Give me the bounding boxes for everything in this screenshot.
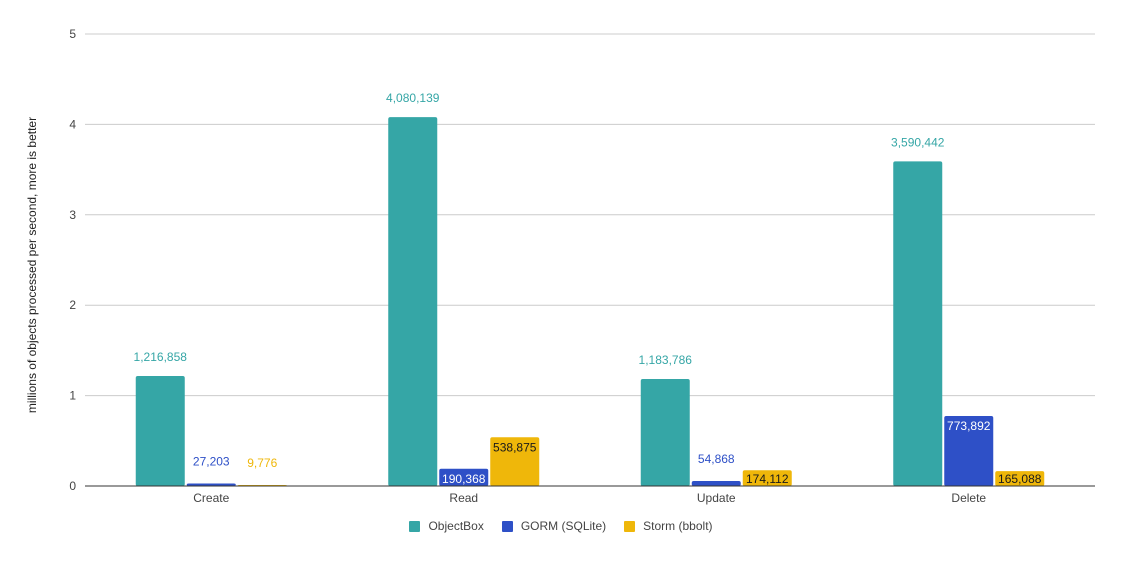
legend-swatch-gorm	[501, 520, 513, 532]
y-tick-label: 4	[69, 117, 76, 131]
x-tick-label: Create	[193, 491, 229, 505]
legend-item-storm: Storm (bbolt)	[624, 519, 713, 533]
bar	[490, 437, 540, 486]
data-label: 1,216,858	[134, 350, 188, 364]
legend-item-objectbox: ObjectBox	[409, 519, 484, 533]
data-label: 1,183,786	[639, 353, 693, 367]
bar	[893, 161, 943, 486]
legend-label-gorm: GORM (SQLite)	[520, 519, 607, 533]
gridlines	[85, 33, 1095, 397]
data-label: 9,776	[247, 456, 277, 470]
y-tick-label: 5	[69, 27, 76, 41]
bar	[944, 416, 994, 486]
bar	[691, 481, 741, 486]
y-axis-label: millions of objects processed per second…	[25, 117, 39, 413]
data-labels: 1,216,858 27,203 9,776 4,080,139 190,368 538,…	[134, 91, 1042, 486]
data-label: 27,203	[193, 455, 230, 469]
x-tick-label: Delete	[951, 491, 986, 505]
y-tick-label: 0	[69, 479, 76, 493]
legend-swatch-objectbox	[409, 520, 421, 532]
x-axis-ticks: Create Read Update Delete	[193, 491, 986, 505]
data-label: 3,590,442	[891, 135, 945, 149]
legend-item-gorm: GORM (SQLite)	[501, 519, 607, 533]
y-tick-label: 2	[69, 298, 76, 312]
data-label: 174,112	[746, 472, 789, 486]
legend: ObjectBox GORM (SQLite) Storm (bbolt)	[0, 519, 1122, 533]
data-label: 4,080,139	[386, 91, 440, 105]
data-label: 538,875	[493, 440, 537, 454]
legend-swatch-storm	[624, 520, 636, 532]
y-tick-label: 1	[69, 389, 76, 403]
y-axis-ticks: 0 1 2 3 4 5	[69, 27, 76, 493]
bar	[186, 483, 236, 486]
legend-label-storm: Storm (bbolt)	[643, 519, 713, 533]
x-tick-label: Update	[697, 491, 736, 505]
bar	[135, 375, 185, 486]
y-tick-label: 3	[69, 208, 76, 222]
data-label: 190,368	[442, 472, 486, 486]
x-tick-label: Read	[449, 491, 478, 505]
data-label: 54,868	[698, 452, 735, 466]
legend-label-objectbox: ObjectBox	[428, 519, 484, 533]
bar	[640, 378, 690, 486]
bar	[742, 470, 792, 486]
bar	[995, 471, 1045, 486]
data-label: 773,892	[947, 419, 991, 433]
bars	[135, 117, 1045, 487]
bar	[439, 468, 489, 486]
bar	[388, 117, 438, 487]
data-label: 165,088	[998, 472, 1042, 486]
